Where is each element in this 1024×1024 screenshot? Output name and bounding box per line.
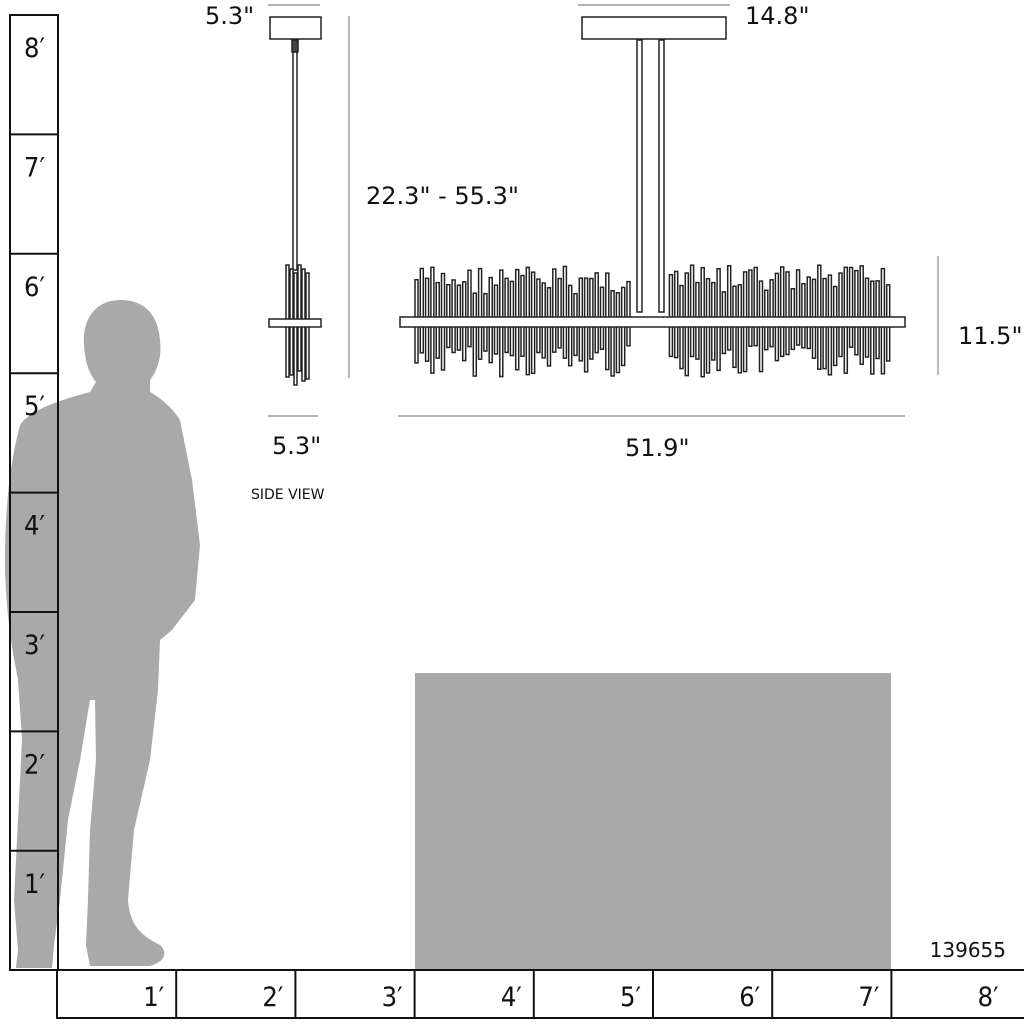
crystal-rod	[467, 269, 472, 348]
vertical-ruler-label: 2′	[24, 749, 45, 780]
crystal-rod	[472, 292, 478, 377]
crystal-rod	[838, 272, 843, 358]
crystal-rod	[610, 290, 615, 377]
person-silhouette	[5, 300, 200, 968]
horizontal-ruler-label: 3′	[382, 982, 403, 1013]
horizontal-ruler-label: 5′	[620, 982, 641, 1013]
horizontal-ruler-label: 1′	[143, 982, 164, 1013]
body-height-label: 11.5"	[958, 322, 1022, 350]
crystal-rod	[737, 284, 743, 374]
crystal-rod	[293, 272, 298, 386]
crystal-rod	[748, 269, 753, 347]
crystal-rod	[594, 272, 599, 354]
crystal-rod	[626, 280, 631, 347]
side-body-width-label: 5.3"	[272, 432, 321, 460]
vertical-ruler-label: 7′	[24, 152, 45, 183]
side-view-fixture	[268, 16, 322, 386]
vertical-ruler-label: 6′	[24, 272, 45, 303]
crystal-rod	[726, 264, 732, 351]
front-width-label: 51.9"	[625, 434, 689, 462]
horizontal-ruler	[56, 969, 1024, 1019]
crystal-rod	[297, 264, 302, 372]
crystal-rod	[689, 264, 695, 358]
crystal-rod	[801, 282, 806, 349]
side-view-caption: SIDE VIEW	[251, 487, 325, 503]
crystal-rod	[806, 276, 811, 350]
vertical-ruler-label: 1′	[24, 869, 45, 900]
crystal-rod	[562, 265, 568, 359]
crystal-rod	[795, 269, 801, 346]
crystal-rod	[504, 277, 509, 354]
crystal-rod	[536, 278, 541, 354]
crystal-rod	[848, 266, 854, 348]
side-canopy-width-label: 5.3"	[205, 2, 254, 30]
vertical-ruler-label: 8′	[24, 33, 45, 64]
crystal-rod	[854, 269, 859, 356]
front-canopy-width-label: 14.8"	[745, 2, 809, 30]
dimension-lines	[268, 4, 939, 417]
vertical-ruler-label: 4′	[24, 511, 45, 542]
crystal-rod	[615, 292, 621, 374]
horizontal-ruler-label: 8′	[978, 982, 999, 1013]
horizontal-ruler-label: 2′	[262, 982, 283, 1013]
crystal-rod	[557, 277, 562, 349]
vertical-ruler	[9, 14, 59, 971]
front-view-fixture	[399, 16, 906, 378]
crystal-rod	[769, 279, 774, 348]
crystal-rod	[673, 270, 679, 359]
crystal-rod	[451, 279, 456, 354]
horizontal-ruler-label: 7′	[858, 982, 879, 1013]
crystal-rod	[419, 267, 425, 354]
crystal-rod	[859, 265, 864, 365]
crystal-rod	[753, 266, 758, 347]
height-range-label: 22.3" - 55.3"	[366, 182, 519, 210]
horizontal-ruler-label: 4′	[501, 982, 522, 1013]
crystal-rod	[668, 273, 674, 358]
crystal-rod	[552, 268, 557, 353]
model-number: 139655	[930, 938, 1006, 962]
vertical-ruler-label: 3′	[24, 630, 45, 661]
crystal-rod	[785, 271, 790, 356]
vertical-ruler-label: 5′	[24, 391, 45, 422]
crystal-rod	[477, 267, 483, 360]
crystal-rod	[779, 266, 785, 358]
horizontal-ruler-label: 6′	[739, 982, 760, 1013]
crystal-rod	[446, 283, 451, 349]
table-silhouette	[415, 673, 891, 970]
crystal-rod	[520, 274, 525, 357]
